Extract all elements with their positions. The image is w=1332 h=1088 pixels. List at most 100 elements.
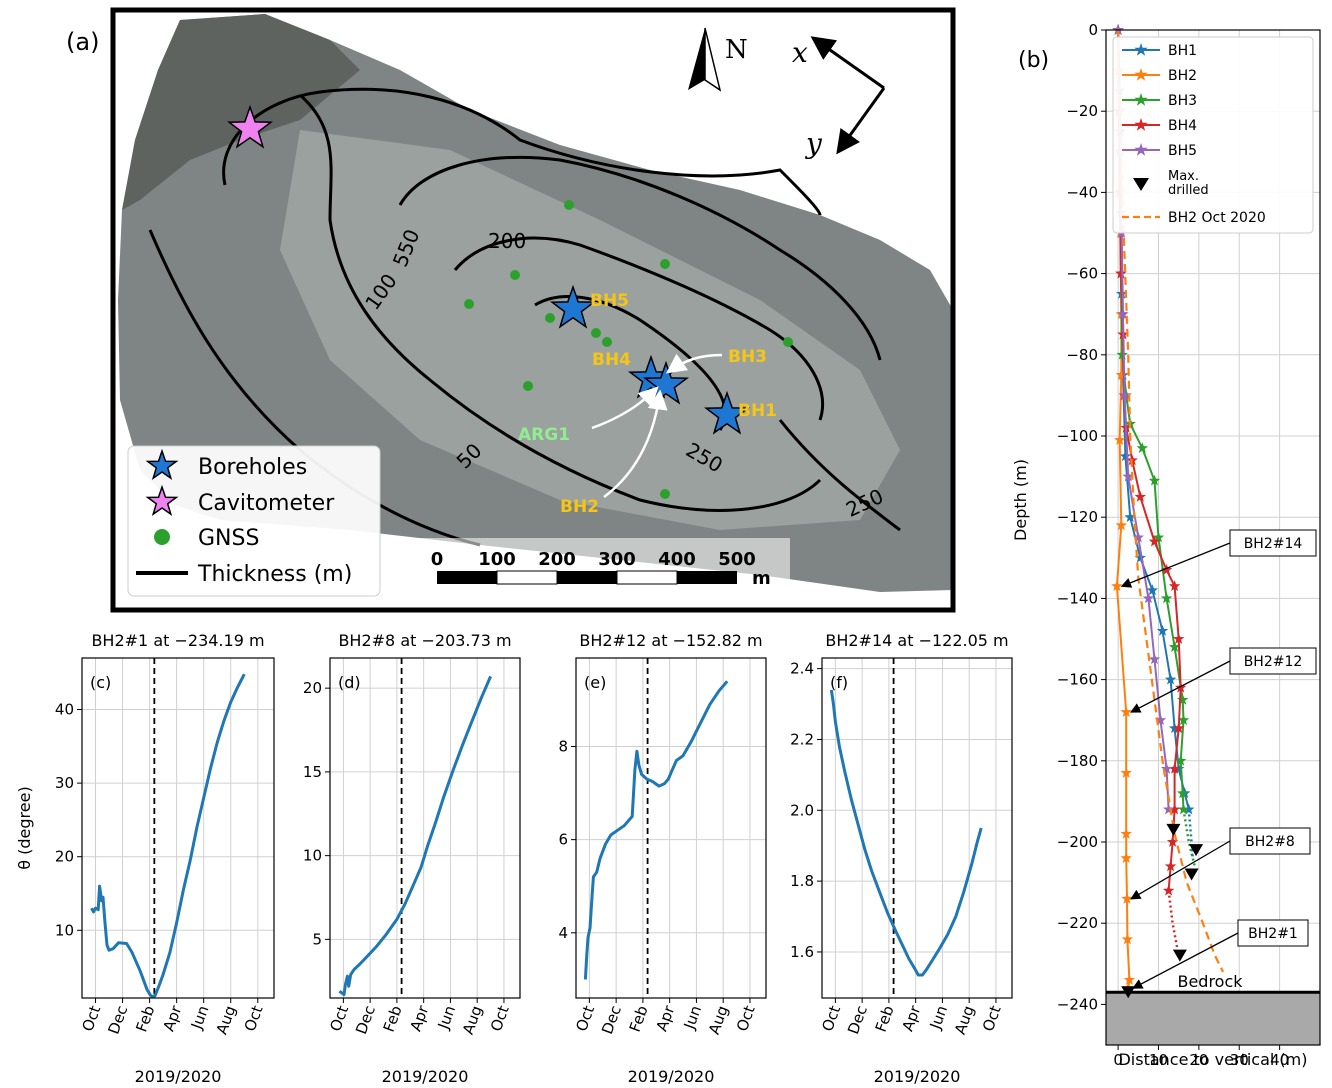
y-tick-label: 20 bbox=[303, 679, 322, 697]
x-tick-label: Feb bbox=[626, 1003, 652, 1034]
panel-b-ylabel: Depth (m) bbox=[1011, 459, 1030, 541]
gnss-dot-icon bbox=[591, 328, 601, 338]
series-star-marker bbox=[1120, 767, 1132, 778]
contour-250-east bbox=[778, 419, 901, 532]
callout-label: BH2#14 bbox=[1244, 536, 1303, 552]
x-tick-label: Feb bbox=[380, 1003, 406, 1034]
series-star-marker bbox=[1121, 892, 1133, 904]
borehole-label: BH2 bbox=[560, 497, 599, 517]
series-star-marker bbox=[1120, 706, 1132, 717]
x-tick-label: Aug bbox=[705, 1003, 732, 1037]
y-tick-label: 0 bbox=[1088, 21, 1098, 39]
extension-line bbox=[1167, 890, 1180, 956]
series-star-marker bbox=[1152, 531, 1165, 543]
panel-b-frame bbox=[1105, 29, 1321, 1046]
series-star-marker bbox=[1162, 803, 1175, 815]
x-tick-label: Jun bbox=[926, 1003, 951, 1032]
panel-b-legend-box bbox=[1112, 36, 1314, 234]
scale-bar: 0 100 200 300 400 500 m bbox=[420, 538, 790, 596]
series-star-marker bbox=[1176, 787, 1189, 799]
y-tick-label: 10 bbox=[303, 847, 322, 865]
series-star-marker bbox=[1168, 641, 1181, 652]
legend-borehole-star-icon bbox=[145, 448, 179, 480]
subplot-panel-label: (e) bbox=[584, 673, 606, 692]
panel-a-label: (a) bbox=[66, 28, 99, 56]
callout-arrow bbox=[1130, 840, 1231, 900]
series-star-marker bbox=[1134, 551, 1147, 563]
cavitometer-star-icon bbox=[226, 104, 274, 149]
y-tick-label: 5 bbox=[312, 930, 322, 948]
series-star-marker bbox=[1142, 592, 1155, 604]
legend-gnss-dot-icon bbox=[154, 529, 170, 545]
subplot-panel-label: (c) bbox=[90, 673, 111, 692]
y-tick-label: 1.6 bbox=[790, 943, 814, 961]
scale-tick: 500 bbox=[718, 549, 756, 570]
x-tick-label: Apr bbox=[160, 1002, 186, 1033]
north-arrow-icon bbox=[688, 28, 705, 90]
scale-tick: 300 bbox=[598, 549, 636, 570]
legend-label-bh2: BH2 bbox=[1168, 68, 1197, 84]
legend-label-bh3: BH3 bbox=[1168, 93, 1197, 109]
x-tick-label: Dec bbox=[844, 1003, 871, 1036]
bedrock-label: Bedrock bbox=[1177, 972, 1243, 991]
y-axis-label: y bbox=[804, 127, 823, 160]
scale-segment bbox=[496, 570, 558, 585]
xy-axes bbox=[810, 36, 886, 155]
subplot-xlabel: 2019/2020 bbox=[382, 1067, 469, 1086]
series-star-marker bbox=[1148, 535, 1161, 547]
gnss-dot-icon bbox=[602, 337, 612, 347]
series-star-marker bbox=[1160, 564, 1173, 575]
x-tick-label: Oct bbox=[487, 1003, 513, 1034]
max-drilled-marker bbox=[1172, 949, 1187, 962]
scale-segment bbox=[557, 571, 617, 584]
max-drilled-marker bbox=[1121, 986, 1136, 999]
series-line bbox=[338, 675, 492, 997]
y-tick-label: 6 bbox=[558, 831, 568, 849]
max-drilled-marker bbox=[1184, 868, 1199, 881]
y-tick-label: 4 bbox=[558, 924, 568, 942]
y-tick-label: 40 bbox=[55, 701, 74, 719]
series-star-marker bbox=[1116, 348, 1128, 360]
borehole-label: BH4 bbox=[592, 350, 631, 370]
north-arrow: N bbox=[688, 27, 748, 92]
x-tick-label: Jun bbox=[187, 1003, 212, 1032]
map-legend-label: Boreholes bbox=[198, 455, 307, 480]
subplot-frame bbox=[575, 657, 767, 999]
x-tick-label: Dec bbox=[598, 1003, 625, 1036]
map-legend-label: Thickness (m) bbox=[197, 562, 352, 587]
north-label: N bbox=[725, 35, 748, 65]
y-tick-label: −180 bbox=[1057, 752, 1098, 770]
callout-box bbox=[1229, 529, 1317, 557]
legend-label-bh5: BH5 bbox=[1168, 143, 1197, 159]
subplot-title: BH2#8 at −203.73 m bbox=[338, 631, 511, 650]
y-tick-label: 2.2 bbox=[790, 730, 814, 748]
legend-star-icon bbox=[1134, 68, 1148, 81]
series-star-marker bbox=[1154, 714, 1167, 726]
x-tick-label: 10 bbox=[1149, 1051, 1168, 1069]
callout-arrow bbox=[1120, 542, 1231, 588]
series-star-marker bbox=[1115, 369, 1128, 380]
subplot-frame bbox=[81, 657, 275, 999]
legend-cavitometer-star-icon bbox=[145, 484, 179, 516]
series-star-marker bbox=[1164, 673, 1177, 685]
y-tick-label: −60 bbox=[1066, 265, 1098, 283]
arrow-bh2 bbox=[603, 389, 668, 498]
legend-label-bh4: BH4 bbox=[1168, 118, 1197, 134]
map-legend-label: GNSS bbox=[198, 526, 259, 551]
y-tick-label: −240 bbox=[1057, 995, 1098, 1013]
x-tick-label: 0 bbox=[1113, 1051, 1123, 1069]
callout-label: BH2#12 bbox=[1244, 654, 1303, 670]
series-star-marker bbox=[1168, 580, 1181, 592]
contour-150 bbox=[398, 156, 882, 361]
series-star-marker bbox=[1124, 511, 1136, 523]
panel-b-xlabel: Distance to vertical (m) bbox=[1118, 1050, 1307, 1069]
extension-line bbox=[1182, 809, 1197, 867]
x-tick-label: 30 bbox=[1230, 1051, 1249, 1069]
series-star-marker bbox=[1123, 974, 1136, 985]
y-tick-label: 8 bbox=[558, 737, 568, 755]
y-tick-label: 15 bbox=[303, 763, 322, 781]
scale-tick: 100 bbox=[478, 549, 516, 570]
